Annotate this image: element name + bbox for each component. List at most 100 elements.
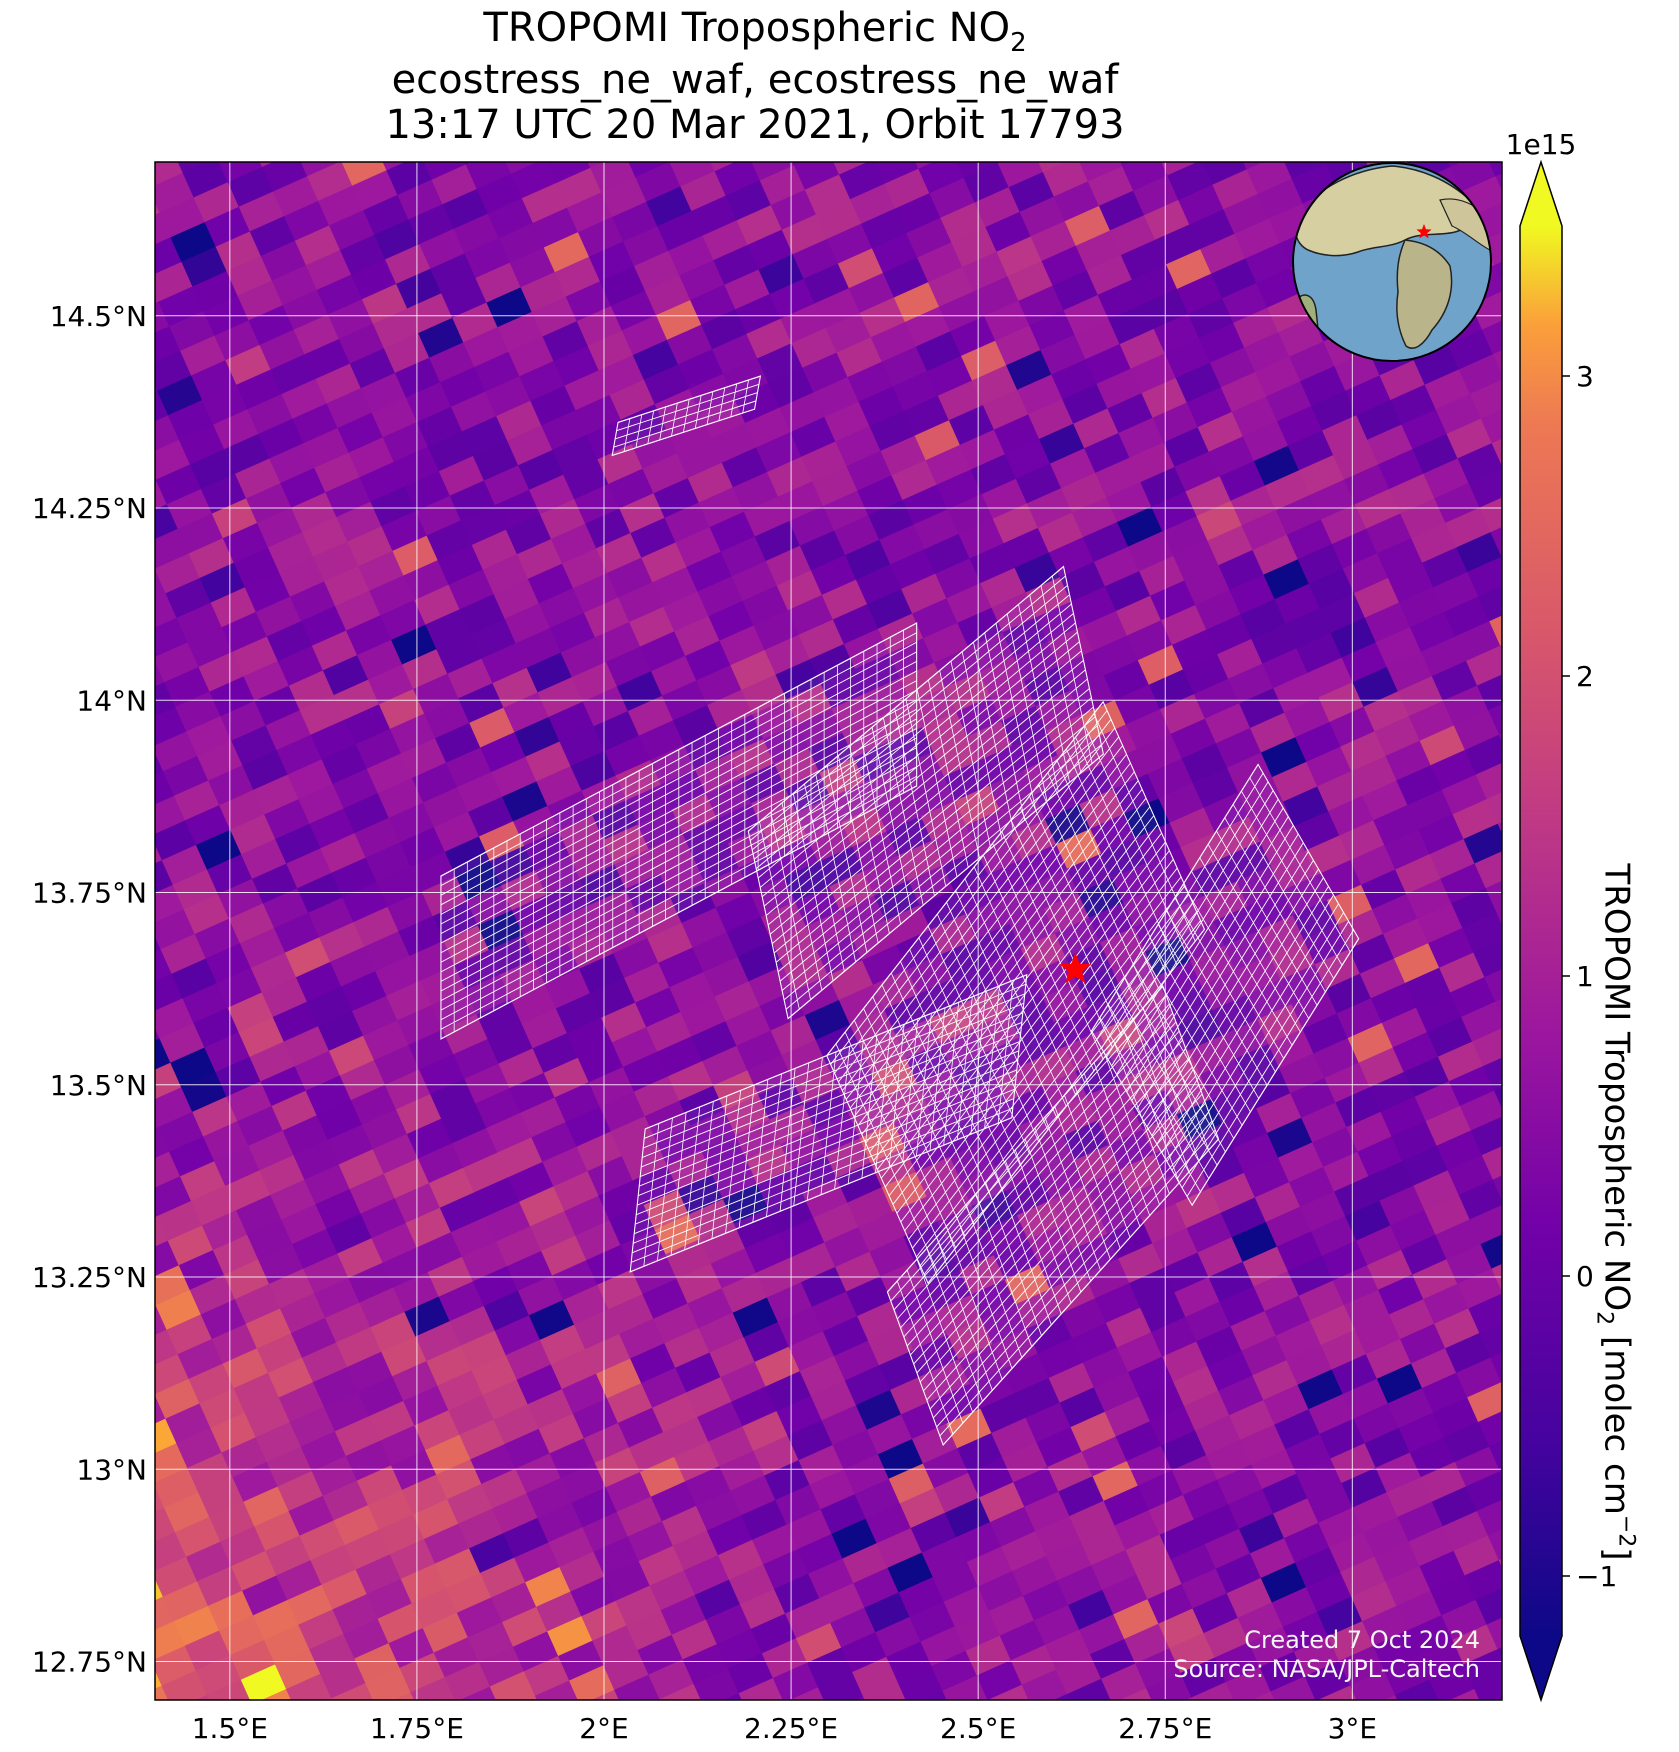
heatmap-cell xyxy=(252,863,299,905)
heatmap-cell xyxy=(1229,574,1276,616)
heatmap-cell xyxy=(1189,1034,1236,1076)
heatmap-cell xyxy=(376,866,423,908)
heatmap-cell xyxy=(562,548,609,589)
heatmap-cell xyxy=(759,164,806,206)
heatmap-cell xyxy=(1385,1565,1432,1607)
colorbar-tick-label: 3 xyxy=(1576,360,1594,393)
heatmap-cell xyxy=(1173,1365,1220,1407)
heatmap-cell xyxy=(1291,163,1338,205)
heatmap-cell xyxy=(1112,1687,1159,1700)
heatmap-cell xyxy=(1235,954,1282,996)
heatmap-cell xyxy=(274,87,320,128)
heatmap-cell xyxy=(1270,1675,1317,1700)
heatmap-cell xyxy=(220,700,267,742)
heatmap-cell xyxy=(832,1429,879,1471)
heatmap-cell xyxy=(73,737,119,778)
heatmap-cell xyxy=(312,1366,360,1408)
heatmap-cell xyxy=(270,354,317,395)
heatmap-cell xyxy=(552,434,599,476)
heatmap-cell xyxy=(1119,1153,1166,1195)
heatmap-cell xyxy=(680,996,727,1038)
heatmap-cell xyxy=(651,655,698,697)
heatmap-cell xyxy=(884,993,931,1035)
heatmap-cell xyxy=(1384,1654,1431,1696)
heatmap-cell xyxy=(1420,636,1468,677)
heatmap-cell xyxy=(747,1054,794,1096)
heatmap-cell xyxy=(879,1349,926,1391)
heatmap-cell xyxy=(649,744,696,786)
heatmap-cell xyxy=(765,545,812,587)
heatmap-cell xyxy=(175,691,222,733)
heatmap-cell xyxy=(1082,1347,1129,1388)
heatmap-cell xyxy=(453,213,500,255)
heatmap-cell xyxy=(543,1057,590,1099)
heatmap-cell xyxy=(1452,798,1499,840)
heatmap-cell xyxy=(411,762,459,804)
heatmap-cell xyxy=(430,253,477,294)
heatmap-cell xyxy=(374,219,421,261)
heatmap-cell xyxy=(785,1598,832,1639)
heatmap-cell xyxy=(1349,1670,1397,1700)
heatmap-cell xyxy=(182,982,229,1024)
heatmap-cell xyxy=(241,838,288,880)
heatmap-cell xyxy=(1331,1353,1378,1395)
heatmap-cell xyxy=(720,536,767,577)
heatmap-cell xyxy=(321,1569,368,1611)
heatmap-cell xyxy=(1002,1442,1049,1483)
heatmap-cell xyxy=(171,958,218,1000)
heatmap-cell xyxy=(260,240,307,282)
heatmap-cell xyxy=(961,340,1008,382)
heatmap-cell xyxy=(801,441,848,483)
heatmap-cell xyxy=(103,989,149,1030)
heatmap-cell xyxy=(1195,589,1242,631)
heatmap-cell xyxy=(193,1007,240,1049)
heatmap-cell xyxy=(721,447,768,488)
heatmap-cell xyxy=(285,112,331,153)
heatmap-cell xyxy=(1285,608,1332,649)
heatmap-cell xyxy=(488,934,535,976)
heatmap-cell xyxy=(909,775,956,817)
heatmap-cell xyxy=(456,1597,503,1639)
heatmap-cell xyxy=(1016,1199,1064,1241)
globe-southern-africa-land xyxy=(1396,239,1453,349)
heatmap-cell xyxy=(1248,1626,1295,1668)
heatmap-cell xyxy=(1474,847,1502,889)
heatmap-cell xyxy=(1046,714,1093,756)
heatmap-cell xyxy=(572,1398,619,1439)
heatmap-cell xyxy=(158,1111,205,1153)
heatmap-cell xyxy=(282,1115,329,1156)
heatmap-cell xyxy=(371,1222,418,1264)
heatmap-cell xyxy=(712,333,759,375)
heatmap-cell xyxy=(1424,1194,1471,1236)
heatmap-cell xyxy=(526,1477,573,1519)
heatmap-cell xyxy=(467,1621,514,1663)
heatmap-cell xyxy=(884,168,931,210)
heatmap-cell xyxy=(907,953,954,995)
heatmap-cell xyxy=(338,1148,385,1190)
heatmap-cell xyxy=(269,442,316,484)
heatmap-cell xyxy=(708,600,755,642)
heatmap-cell xyxy=(383,332,431,374)
heatmap-cell xyxy=(726,916,773,958)
colorbar-max-extend xyxy=(1520,162,1562,226)
heatmap-cell xyxy=(1418,814,1465,855)
heatmap-cell xyxy=(747,229,794,271)
heatmap-cell xyxy=(1095,1282,1142,1324)
heatmap-cell xyxy=(1204,1528,1251,1570)
heatmap-cell xyxy=(727,1653,774,1694)
heatmap-cell xyxy=(70,915,116,956)
heatmap-cell xyxy=(1036,1426,1083,1468)
heatmap-cell xyxy=(177,513,224,555)
heatmap-cell xyxy=(1034,779,1081,821)
heatmap-cell xyxy=(769,278,816,320)
heatmap-cell xyxy=(481,1468,528,1510)
heatmap-cell xyxy=(491,756,538,798)
heatmap-cell xyxy=(415,495,462,537)
heatmap-cell xyxy=(1327,59,1373,100)
heatmap-cell xyxy=(585,1333,632,1375)
heatmap-cell xyxy=(240,102,286,143)
heatmap-cell xyxy=(748,965,795,1007)
heatmap-cell xyxy=(984,300,1031,342)
heatmap-cell xyxy=(648,97,694,138)
